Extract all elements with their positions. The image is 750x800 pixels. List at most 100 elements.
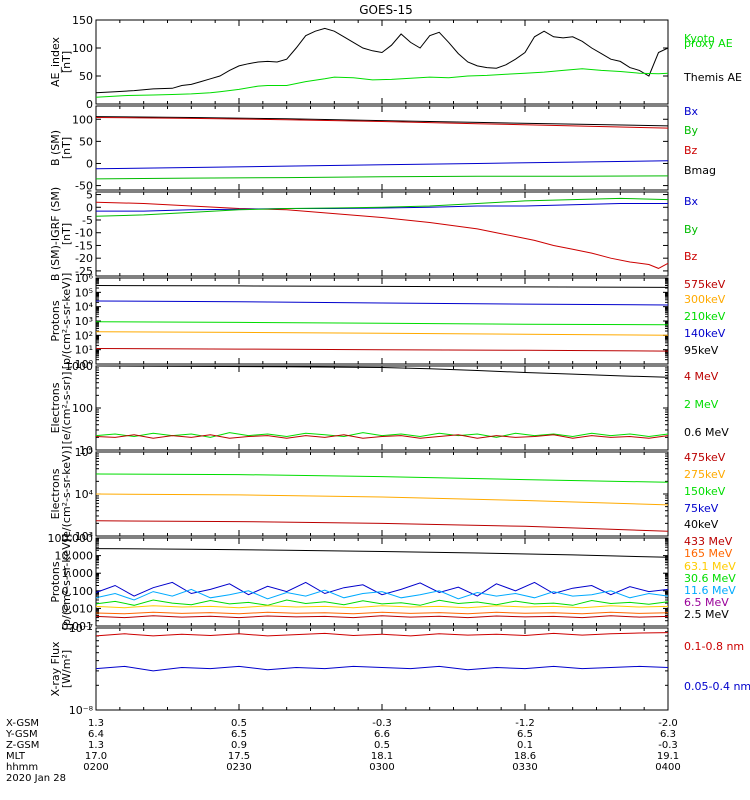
legend-entry: proxy AE	[684, 37, 733, 50]
legend-entry: Bz	[684, 144, 698, 157]
panel-3: -25-20-15-10-505 B (SM)-IGRF (SM)[nT] Bx By…	[49, 187, 699, 281]
series-by	[95, 197, 669, 217]
y-tick-label: 10¹	[75, 344, 93, 357]
ephemeris-value: 18.1	[371, 751, 393, 762]
series-themis-ae	[95, 27, 669, 94]
y-tick-label: 10²	[75, 329, 93, 342]
legend-entry: 210keV	[684, 310, 726, 323]
legend-entry: 475keV	[684, 451, 726, 464]
ephemeris-value: 0.5	[374, 740, 390, 751]
legend-entry: Bx	[684, 105, 699, 118]
y-tick-label: 0.001	[62, 620, 94, 633]
legend-entry: 6.5 MeV	[684, 596, 729, 609]
y-axis-label: B (SM)[nT]	[49, 130, 73, 166]
ephemeris-value: -2.0	[658, 718, 678, 729]
ephemeris-value: 6.3	[660, 729, 676, 740]
series-0-1-0-8-nm	[95, 632, 669, 637]
ephemeris-value: 1.3	[88, 740, 104, 751]
series-300kev	[95, 331, 669, 336]
y-tick-label: 1000	[65, 360, 93, 373]
y-tick-label: 10³	[75, 530, 93, 543]
legend-entry: Bx	[684, 195, 699, 208]
y-axis-label-line: AE_index	[49, 36, 62, 87]
y-axis-label-line: Protons	[49, 561, 62, 602]
legend-entry: 2.5 MeV	[684, 608, 729, 621]
y-tick-label: 0	[86, 201, 93, 214]
ephemeris-value: 0330	[512, 762, 537, 773]
legend-entry: 300keV	[684, 293, 726, 306]
legend-entry: 2 MeV	[684, 398, 719, 411]
ephemeris-value: 0.5	[231, 718, 247, 729]
y-tick-label: 150	[72, 14, 93, 27]
y-tick-label: 10	[79, 444, 93, 457]
legend-entry: 40keV	[684, 518, 719, 531]
series-63-1-mev	[95, 605, 669, 609]
series-150kev	[95, 473, 669, 483]
y-axis-label-line: [nT]	[60, 51, 73, 73]
series-95kev	[95, 285, 669, 288]
legend-entry: 30.6 MeV	[684, 572, 736, 585]
y-axis-label: B (SM)-IGRF (SM)[nT]	[49, 187, 73, 281]
legend-entry: Kyoto	[684, 32, 715, 45]
ephemeris-value: 0300	[369, 762, 394, 773]
legend-entry: 575keV	[684, 278, 726, 291]
y-axis-label: Electrons[e/(cm²-s-sr)]	[49, 372, 73, 445]
y-axis-label-line: [nT]	[60, 137, 73, 159]
y-axis-label-line: B (SM)-IGRF (SM)	[49, 187, 62, 281]
ephemeris-value: 6.5	[517, 729, 533, 740]
series-6-5-mev	[95, 581, 669, 597]
y-tick-label: 5	[86, 189, 93, 202]
ephemeris-value: -0.3	[658, 740, 678, 751]
ephemeris-value: -0.3	[372, 718, 392, 729]
y-tick-label: 50	[79, 135, 93, 148]
legend-entry: Bz	[684, 250, 698, 263]
y-tick-label: 10⁻⁷	[69, 622, 93, 635]
y-tick-label: 10⁴	[75, 301, 94, 314]
ephemeris-value: 6.4	[88, 729, 104, 740]
y-tick-label: 10⁵	[75, 286, 93, 299]
series-2-5-mev	[95, 548, 669, 558]
ephemeris-value: 6.5	[231, 729, 247, 740]
legend-entry: 95keV	[684, 344, 719, 357]
legend-entry: Bmag	[684, 164, 716, 177]
ephemeris-value: 18.6	[514, 751, 536, 762]
y-tick-label: 100.000	[48, 532, 94, 545]
legend-entry: 0.05-0.4 nm	[684, 680, 750, 693]
y-axis-label-line: [nT]	[60, 223, 73, 245]
y-tick-label: 0.100	[62, 585, 94, 598]
y-axis-label: Protons[p/(cm²-s-sr-keV)]	[49, 534, 73, 631]
legend-entry: 275keV	[684, 468, 726, 481]
y-tick-label: 0	[86, 98, 93, 111]
ephemeris-value: 17.5	[228, 751, 250, 762]
y-tick-label: -15	[75, 239, 93, 252]
series-575kev	[95, 348, 669, 352]
ephemeris-value: 0200	[83, 762, 108, 773]
ephemeris-row-label: hhmm	[6, 762, 38, 773]
legend-entry: 433 MeV	[684, 535, 733, 548]
ephemeris-value: 0.1	[517, 740, 533, 751]
y-tick-label: 10⁴	[75, 488, 94, 501]
series-bz	[95, 117, 669, 129]
y-axis-label-line: [p/(cm²-s-sr-keV)]	[60, 534, 73, 631]
y-tick-label: 10⁻⁸	[69, 704, 94, 717]
panel-frame	[95, 19, 669, 105]
ephemeris-value: 6.6	[374, 729, 390, 740]
series-0-6-mev	[95, 365, 669, 378]
panel-8: 10⁻⁸ 10⁻⁷ X-ray Flux[W/m²] 0.1-0.8 nm 0.05-0…	[49, 622, 750, 717]
time-axis: X-GSM 1.3 0.5 -0.3 -1.2 -2.0 Y-GSM 6.4 6.5 6.6 6.5…	[5, 718, 681, 784]
series-210kev	[95, 321, 669, 326]
legend-entry: 75keV	[684, 502, 719, 515]
legend-entry: Themis AE	[683, 71, 742, 84]
series-bmag	[95, 116, 669, 127]
y-tick-label: 50	[79, 70, 93, 83]
series-30-6-mev	[95, 599, 669, 606]
legend-entry: 11.6 MeV	[684, 584, 736, 597]
y-tick-label: 10⁰	[75, 358, 94, 371]
series-475kev	[95, 520, 669, 532]
legend-entry: By	[684, 223, 699, 236]
panel-7: 0.0010.0100.1001.00010.000100.000Protons…	[48, 532, 737, 633]
